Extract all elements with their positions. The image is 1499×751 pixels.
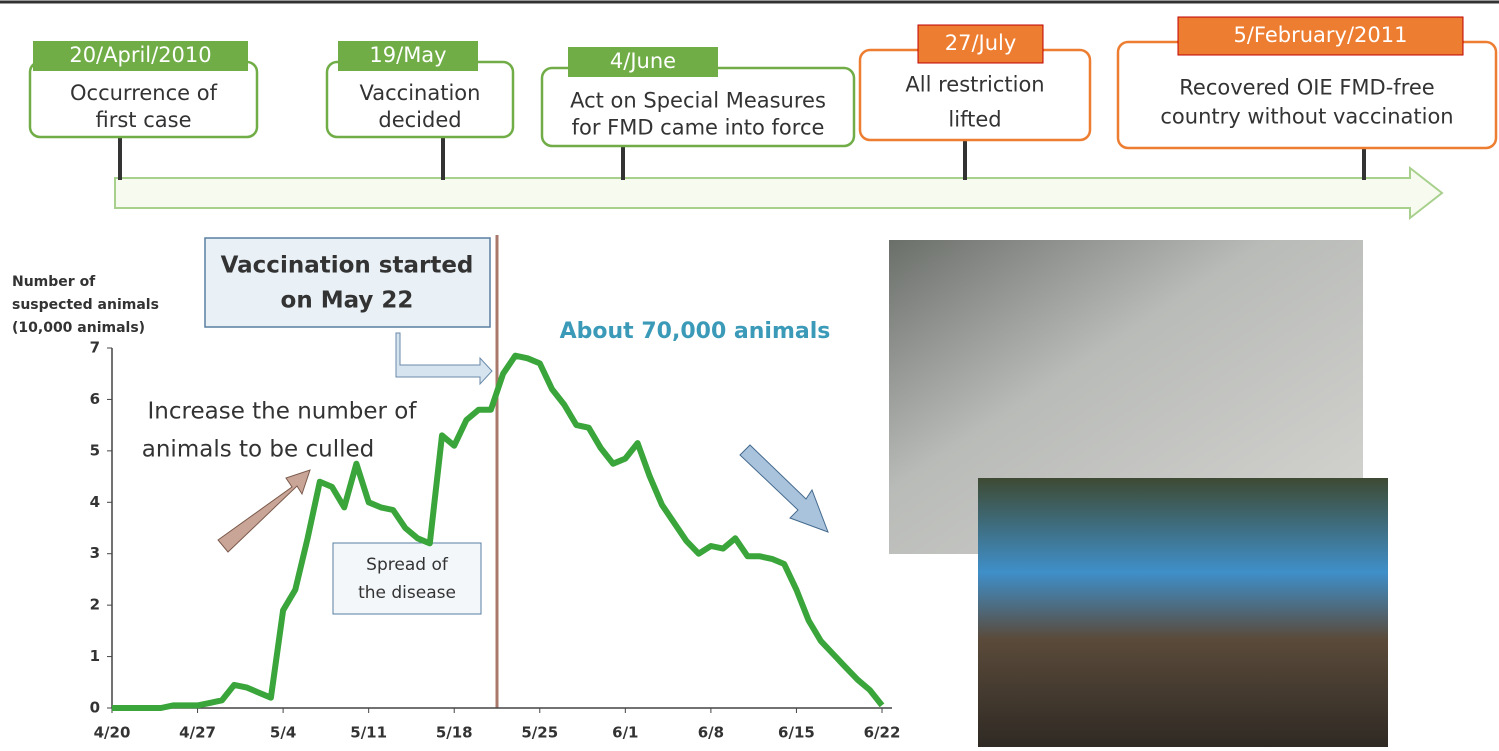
photo-burial [978, 478, 1388, 747]
x-tick-label: 6/8 [698, 724, 724, 742]
annotation-box [204, 237, 491, 328]
event-label: Act on Special Measures [570, 88, 826, 112]
data-line [112, 352, 885, 711]
y-axis-label: Number of [12, 274, 96, 290]
y-tick-label: 7 [90, 339, 100, 357]
event-label: for FMD came into force [572, 116, 825, 140]
decrease-arrow [739, 444, 829, 533]
y-tick-label: 5 [90, 441, 100, 459]
x-tick-label: 5/25 [521, 724, 558, 742]
event-date: 27/July [945, 31, 1017, 55]
event-label: first case [96, 108, 192, 132]
y-tick-label: 1 [90, 647, 100, 665]
y-tick-label: 3 [90, 544, 100, 562]
event-date: 5/February/2011 [1233, 23, 1407, 47]
date-tag [33, 41, 248, 71]
y-axis-label: (10,000 animals) [12, 320, 145, 336]
annotation: the disease [358, 583, 456, 603]
y-tick-label: 0 [90, 699, 100, 717]
x-tick-label: 6/1 [612, 724, 638, 742]
y-axis-label: suspected animals [12, 297, 159, 313]
event-label: Occurrence of [70, 81, 218, 105]
event-date: 4/June [610, 49, 676, 73]
x-tick-label: 6/15 [778, 724, 815, 742]
x-tick-label: 6/22 [864, 724, 901, 742]
annotation: Increase the number of [148, 399, 418, 425]
bent-arrow [395, 332, 493, 386]
event-label: Recovered OIE FMD-free [1179, 76, 1434, 100]
event-label: lifted [948, 108, 1001, 132]
y-tick-label: 4 [90, 493, 100, 511]
date-tag [917, 24, 1044, 64]
event-label: decided [378, 108, 461, 132]
annotation: About 70,000 animals [560, 319, 831, 344]
date-tag [1177, 16, 1464, 56]
date-tag [568, 47, 718, 77]
chart: 0 1 2 3 4 5 6 7 4/20 4/27 5/4 5/11 5/18 5/25 6/1 6/8 6/1… [90, 339, 901, 742]
x-tick-label: 5/11 [350, 724, 387, 742]
annotation-box [332, 542, 482, 615]
date-tag [338, 41, 478, 71]
event-date: 20/April/2010 [69, 43, 211, 67]
annotation: Spread of [366, 555, 449, 575]
annotation: animals to be culled [142, 437, 374, 463]
event-label: Vaccination [360, 81, 481, 105]
event-date: 19/May [369, 43, 446, 67]
timeline-arrow [114, 165, 1444, 221]
event-label: country without vaccination [1160, 104, 1453, 128]
annotation: Vaccination started [221, 253, 474, 279]
increase-arrow [217, 469, 311, 553]
annotation: on May 22 [281, 288, 414, 314]
timeline: 20/April/2010 Occurrence of first case 19/M… [28, 16, 1498, 180]
y-tick-label: 6 [90, 390, 100, 408]
x-tick-label: 4/20 [94, 724, 131, 742]
x-tick-label: 4/27 [179, 724, 216, 742]
x-tick-label: 5/18 [436, 724, 473, 742]
event-label: All restriction [905, 72, 1044, 96]
y-tick-label: 2 [90, 596, 100, 614]
x-tick-label: 5/4 [270, 724, 296, 742]
